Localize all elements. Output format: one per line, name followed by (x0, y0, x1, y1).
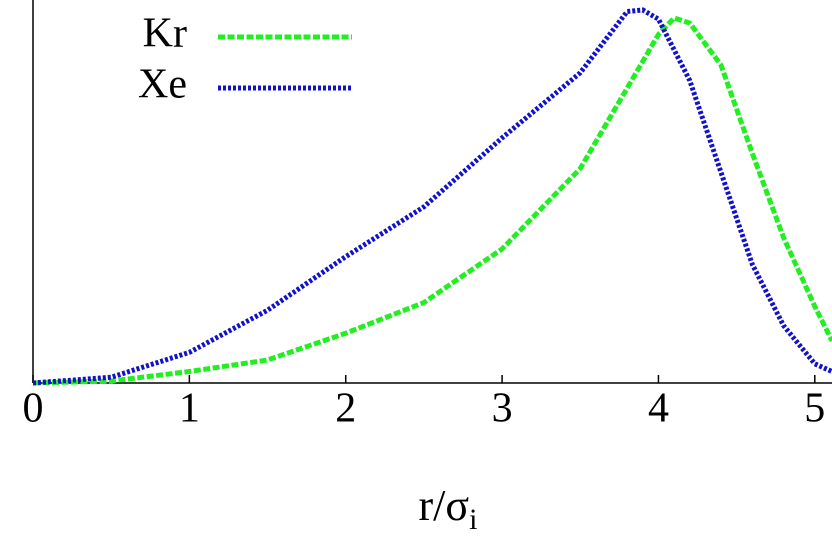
line-series (32, 15, 832, 386)
x-tick-label: 0 (23, 386, 44, 432)
x-axis-label: r/σi (419, 481, 478, 536)
x-label-main: r/σ (419, 481, 470, 530)
x-tick-label: 1 (179, 386, 200, 432)
x-tick-label: 5 (804, 386, 825, 432)
legend-label: Kr (143, 11, 187, 57)
x-tick-label: 2 (335, 386, 356, 432)
x-tick-label: 4 (648, 386, 669, 432)
x-tick-label: 3 (492, 386, 513, 432)
legend-label: Xe (138, 62, 187, 108)
x-label-sub: i (469, 503, 477, 536)
